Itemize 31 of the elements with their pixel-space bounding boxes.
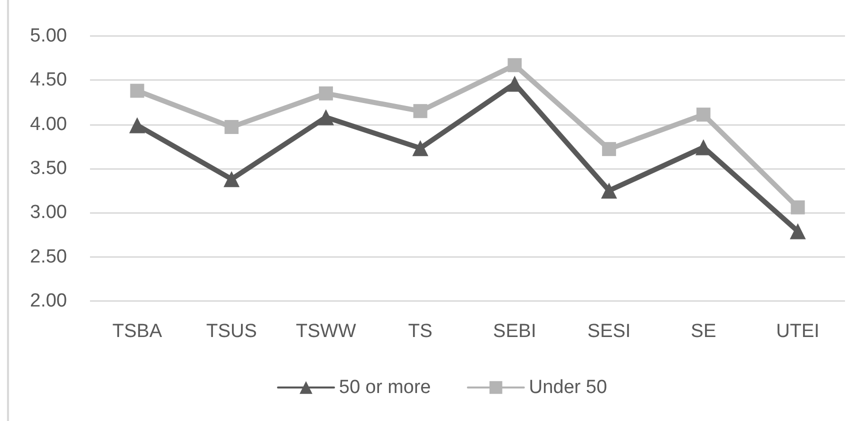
point: [129, 117, 146, 134]
point: [508, 58, 522, 72]
point: [790, 223, 806, 240]
x-tick-label: TS: [408, 321, 432, 342]
point: [602, 142, 616, 156]
legend-label: Under 50: [528, 377, 608, 398]
point: [224, 171, 240, 188]
point: [224, 120, 239, 134]
point: [696, 108, 710, 122]
x-tick-label: SE: [690, 321, 716, 342]
x-tick-label: SESI: [587, 321, 631, 342]
x-tick-label: TSUS: [206, 321, 257, 342]
point: [601, 182, 618, 199]
y-tick-label: 4.00: [30, 114, 67, 135]
y-tick-label: 2.50: [30, 246, 67, 268]
x-tick-label: TSWW: [296, 321, 356, 342]
point: [413, 104, 428, 118]
point: [318, 109, 334, 126]
point: [318, 86, 333, 100]
x-tick-label: TSBA: [112, 321, 162, 342]
point: [412, 140, 428, 156]
legend-label: 50 or more: [339, 377, 431, 398]
y-tick-label: 3.50: [30, 158, 67, 179]
y-tick-label: 3.00: [30, 202, 67, 224]
x-tick-label: SEBI: [493, 321, 536, 342]
point: [130, 84, 144, 98]
y-tick-label: 5.00: [30, 26, 67, 46]
point: [790, 200, 805, 214]
y-tick-label: 4.50: [30, 70, 67, 91]
x-tick-label: UTEI: [776, 321, 820, 342]
y-tick-label: 2.00: [30, 290, 67, 312]
